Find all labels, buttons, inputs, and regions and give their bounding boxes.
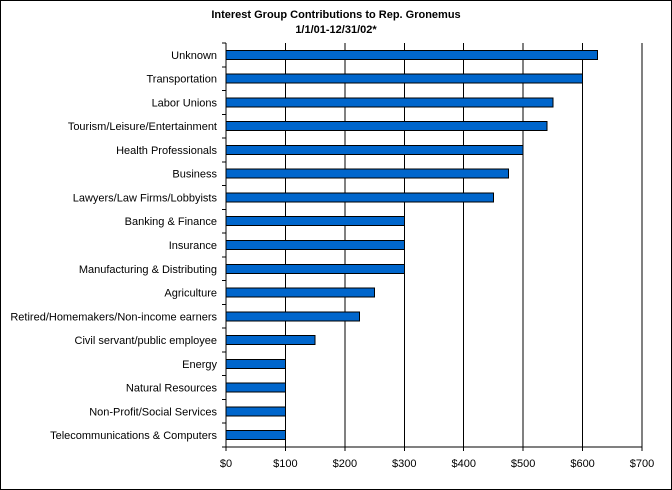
y-tick-label: Manufacturing & Distributing bbox=[79, 264, 217, 276]
bar bbox=[225, 358, 286, 369]
x-tick-label: $500 bbox=[511, 458, 535, 470]
y-tick-label: Civil servant/public employee bbox=[75, 335, 217, 347]
y-tick-label: Agriculture bbox=[164, 288, 217, 300]
x-tick-label: $400 bbox=[451, 458, 475, 470]
bar bbox=[225, 121, 548, 132]
y-tick-label: Natural Resources bbox=[126, 383, 218, 395]
y-tick-label: Banking & Finance bbox=[125, 216, 217, 228]
bar bbox=[225, 335, 316, 346]
y-tick-label: Insurance bbox=[169, 240, 217, 252]
bar bbox=[225, 216, 405, 227]
chart-title: Interest Group Contributions to Rep. Gro… bbox=[211, 9, 461, 21]
chart-subtitle: 1/1/01-12/31/02* bbox=[295, 24, 377, 36]
y-tick-label: Labor Unions bbox=[152, 97, 218, 109]
x-tick-label: $0 bbox=[220, 458, 232, 470]
bar bbox=[225, 49, 598, 60]
x-tick-label: $300 bbox=[392, 458, 416, 470]
x-tick-label: $700 bbox=[630, 458, 654, 470]
bar bbox=[225, 97, 554, 108]
bar bbox=[225, 406, 286, 417]
y-tick-label: Non-Profit/Social Services bbox=[89, 406, 217, 418]
y-tick-label: Health Professionals bbox=[116, 145, 217, 157]
y-tick-label: Business bbox=[172, 169, 217, 181]
bar bbox=[225, 382, 286, 393]
x-tick-label: $200 bbox=[333, 458, 357, 470]
bar bbox=[225, 311, 361, 322]
x-tick-label: $100 bbox=[273, 458, 297, 470]
bar bbox=[225, 168, 509, 179]
bar bbox=[225, 144, 524, 155]
bar bbox=[225, 240, 405, 250]
bar bbox=[225, 192, 494, 203]
y-tick-label: Transportation bbox=[146, 74, 217, 86]
bar bbox=[225, 73, 584, 84]
y-tick-label: Lawyers/Law Firms/Lobbyists bbox=[73, 192, 218, 204]
y-tick-label: Telecommunications & Computers bbox=[50, 430, 217, 442]
bar bbox=[225, 430, 286, 441]
x-tick-label: $600 bbox=[570, 458, 594, 470]
bar bbox=[225, 263, 405, 274]
bar bbox=[225, 287, 376, 298]
y-tick-label: Unknown bbox=[171, 50, 217, 62]
y-tick-label: Energy bbox=[182, 359, 217, 371]
y-tick-label: Retired/Homemakers/Non-income earners bbox=[10, 311, 217, 323]
y-tick-label: Tourism/Leisure/Entertainment bbox=[68, 121, 217, 133]
